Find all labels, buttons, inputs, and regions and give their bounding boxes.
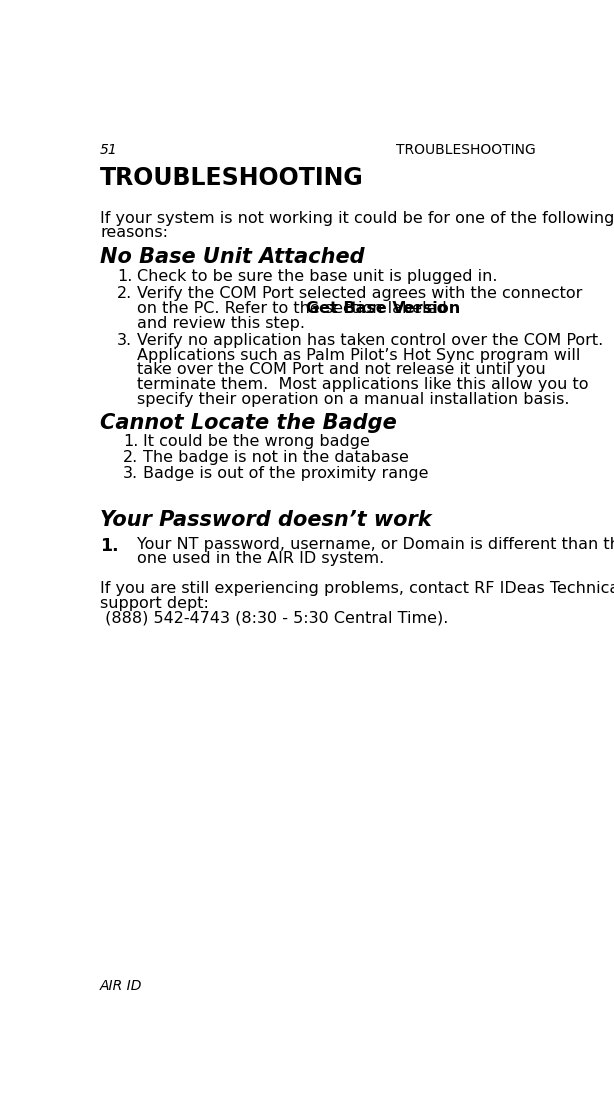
Text: on the PC. Refer to the section labeled: on the PC. Refer to the section labeled [137,301,452,316]
Text: It could be the wrong badge: It could be the wrong badge [142,434,370,449]
Text: (888) 542-4743 (8:30 - 5:30 Central Time).: (888) 542-4743 (8:30 - 5:30 Central Time… [100,610,448,626]
Text: The badge is not in the database: The badge is not in the database [142,450,408,465]
Text: Your Password doesn’t work: Your Password doesn’t work [100,510,432,530]
Text: support dept:: support dept: [100,595,209,611]
Text: TROUBLESHOOTING: TROUBLESHOOTING [396,143,535,157]
Text: take over the COM Port and not release it until you: take over the COM Port and not release i… [137,362,546,378]
Text: Applications such as Palm Pilot’s Hot Sync program will: Applications such as Palm Pilot’s Hot Sy… [137,348,581,362]
Text: Cannot Locate the Badge: Cannot Locate the Badge [100,413,397,433]
Text: 3.: 3. [123,466,138,482]
Text: 1.: 1. [100,536,119,554]
Text: AIR ID: AIR ID [100,979,142,993]
Text: 2.: 2. [123,450,139,465]
Text: TROUBLESHOOTING: TROUBLESHOOTING [100,166,363,191]
Text: Your NT password, username, or Domain is different than the: Your NT password, username, or Domain is… [137,536,614,552]
Text: Badge is out of the proximity range: Badge is out of the proximity range [142,466,428,482]
Text: reasons:: reasons: [100,225,168,241]
Text: specify their operation on a manual installation basis.: specify their operation on a manual inst… [137,391,570,407]
Text: If your system is not working it could be for one of the following: If your system is not working it could b… [100,211,614,226]
Text: 1.: 1. [117,269,133,283]
Text: Verify no application has taken control over the COM Port.: Verify no application has taken control … [137,333,604,348]
Text: 3.: 3. [117,333,132,348]
Text: 1.: 1. [123,434,139,449]
Text: 2.: 2. [117,287,132,301]
Text: Check to be sure the base unit is plugged in.: Check to be sure the base unit is plugge… [137,269,498,283]
Text: and review this step.: and review this step. [137,316,305,330]
Text: terminate them.  Most applications like this allow you to: terminate them. Most applications like t… [137,377,589,392]
Text: 51: 51 [100,143,118,157]
Text: Verify the COM Port selected agrees with the connector: Verify the COM Port selected agrees with… [137,287,583,301]
Text: No Base Unit Attached: No Base Unit Attached [100,248,365,266]
Text: one used in the AIR ID system.: one used in the AIR ID system. [137,551,384,566]
Text: If you are still experiencing problems, contact RF IDeas Technical: If you are still experiencing problems, … [100,581,614,597]
Text: Get Base Version: Get Base Version [306,301,460,316]
